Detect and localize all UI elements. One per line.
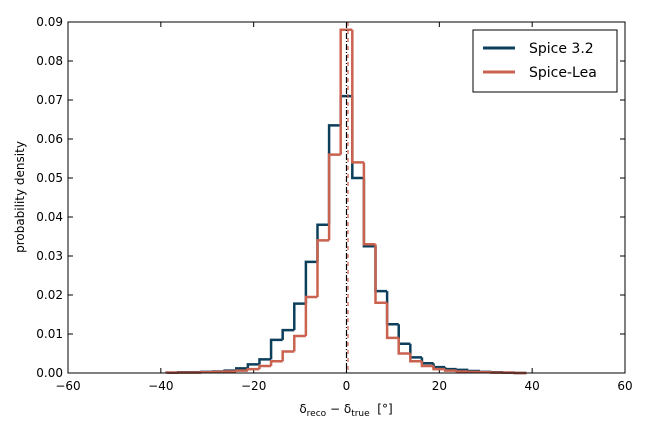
histogram-step (351, 29, 364, 164)
legend-label: Spice-Lea (529, 65, 597, 81)
histogram-step (455, 370, 469, 373)
histogram-step (432, 365, 446, 371)
x-label-part: reco (307, 409, 327, 419)
y-tick-label: 0.01 (36, 327, 63, 341)
y-tick-label: 0.03 (36, 249, 63, 263)
histogram-step (385, 291, 399, 326)
histogram-step (235, 369, 248, 372)
y-tick-label: 0.02 (36, 288, 63, 302)
x-tick-label: −60 (55, 379, 80, 393)
histogram-step (281, 328, 295, 340)
histogram-step (258, 358, 272, 365)
histogram-step (246, 367, 260, 371)
histogram-step (293, 302, 306, 331)
y-axis-label: probability density (13, 141, 27, 253)
histogram-step (420, 361, 434, 368)
histogram-step (327, 153, 341, 241)
histogram-step (316, 239, 330, 297)
histogram-step (327, 124, 341, 225)
x-axis-label: δreco − δtrue [°] (299, 402, 392, 419)
histogram-step (409, 343, 422, 359)
histogram-step (269, 360, 283, 366)
histogram-step (281, 350, 295, 362)
x-tick-label: −20 (241, 379, 266, 393)
histogram-step (304, 260, 318, 304)
x-tick-label: 20 (432, 379, 447, 393)
histogram-step (374, 244, 388, 305)
y-tick-label: 0.08 (36, 54, 63, 68)
y-tick-label: 0.06 (36, 132, 63, 146)
histogram-step (269, 338, 283, 360)
x-tick-label: 60 (617, 379, 632, 393)
x-label-part: [°] (370, 402, 393, 416)
x-label-part: − δ (326, 402, 351, 416)
histogram-step (293, 334, 306, 352)
histogram-step (397, 324, 411, 345)
plot-frame (67, 21, 626, 374)
legend-label: Spice 3.2 (529, 41, 594, 57)
histogram-step (443, 369, 457, 372)
x-tick-label: −40 (148, 379, 173, 393)
y-tick-label: 0.05 (36, 171, 63, 185)
histogram-step (304, 295, 318, 336)
histogram-step (420, 357, 434, 365)
x-label-part: true (351, 409, 370, 419)
histogram-step (258, 364, 272, 370)
histogram-step (455, 368, 469, 372)
histogram-step (246, 363, 260, 369)
y-tick-label: 0.04 (36, 210, 63, 224)
histogram-step (374, 246, 388, 293)
histogram-step (339, 28, 353, 155)
histogram-step (385, 302, 399, 340)
y-tick-label: 0.07 (36, 93, 63, 107)
x-tick-label: 40 (525, 379, 540, 393)
y-tick-label: 0.00 (36, 366, 63, 380)
histogram-step (443, 367, 457, 371)
histogram-step (316, 223, 330, 262)
y-tick-label: 0.09 (36, 15, 63, 29)
x-label-part: δ (299, 402, 306, 416)
legend-box (472, 29, 618, 93)
x-tick-label: 0 (343, 379, 351, 393)
histogram-step (362, 162, 376, 246)
histogram-step (351, 96, 364, 180)
histogram-step (362, 178, 376, 248)
histogram-step (409, 353, 422, 363)
histogram-step (432, 363, 446, 369)
histogram-step (397, 337, 411, 355)
